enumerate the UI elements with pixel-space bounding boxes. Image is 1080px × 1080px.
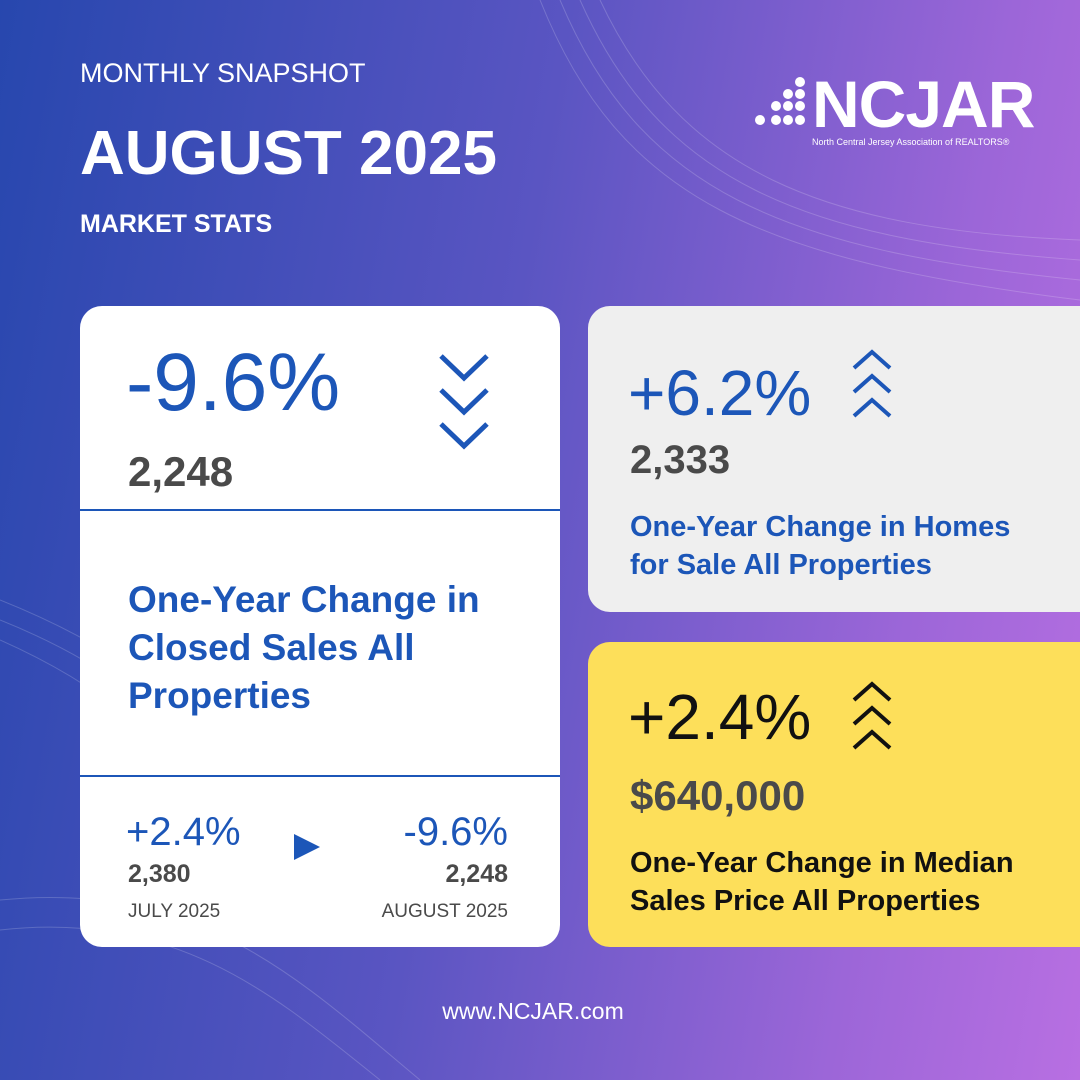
title: AUGUST 2025 <box>80 119 497 188</box>
arrow-right <box>294 834 320 860</box>
up-arrows <box>852 681 892 750</box>
card-closed-sales: -9.6% 2,248 One-Year Change in Closed Sa… <box>80 306 560 947</box>
prev-count: 2,380 <box>128 860 191 888</box>
prev-period: JULY 2025 <box>128 901 221 922</box>
card-median-price: +2.4% $640,000 One-Year Change in Median… <box>588 642 1080 947</box>
count: 2,333 <box>630 438 731 482</box>
up-arrows <box>852 349 892 418</box>
divider <box>80 775 560 777</box>
logo-name: NCJAR <box>812 67 1035 141</box>
logo-dots <box>755 77 805 125</box>
card-homes-for-sale: +6.2% 2,333 One-Year Change in Homes for… <box>588 306 1080 612</box>
subtitle: MARKET STATS <box>80 210 273 238</box>
logo-tagline: North Central Jersey Association of REAL… <box>812 137 1010 147</box>
change: +6.2% <box>628 357 812 429</box>
footer-url: www.NCJAR.com <box>442 998 624 1024</box>
cur-change: -9.6% <box>403 810 509 854</box>
count: $640,000 <box>630 772 806 819</box>
kicker: MONTHLY SNAPSHOT <box>80 58 366 88</box>
label: One-Year Change in Closed Sales All Prop… <box>128 579 480 716</box>
label: One-Year Change in Homes for Sale All Pr… <box>630 511 1011 581</box>
change: -9.6% <box>126 337 341 428</box>
label: One-Year Change in Median Sales Price Al… <box>630 847 1014 917</box>
down-arrows <box>439 354 489 450</box>
cur-count: 2,248 <box>445 860 508 888</box>
change: +2.4% <box>628 681 812 753</box>
cur-period: AUGUST 2025 <box>381 901 508 922</box>
divider <box>80 509 560 511</box>
count: 2,248 <box>128 448 234 495</box>
prev-change: +2.4% <box>126 810 241 854</box>
